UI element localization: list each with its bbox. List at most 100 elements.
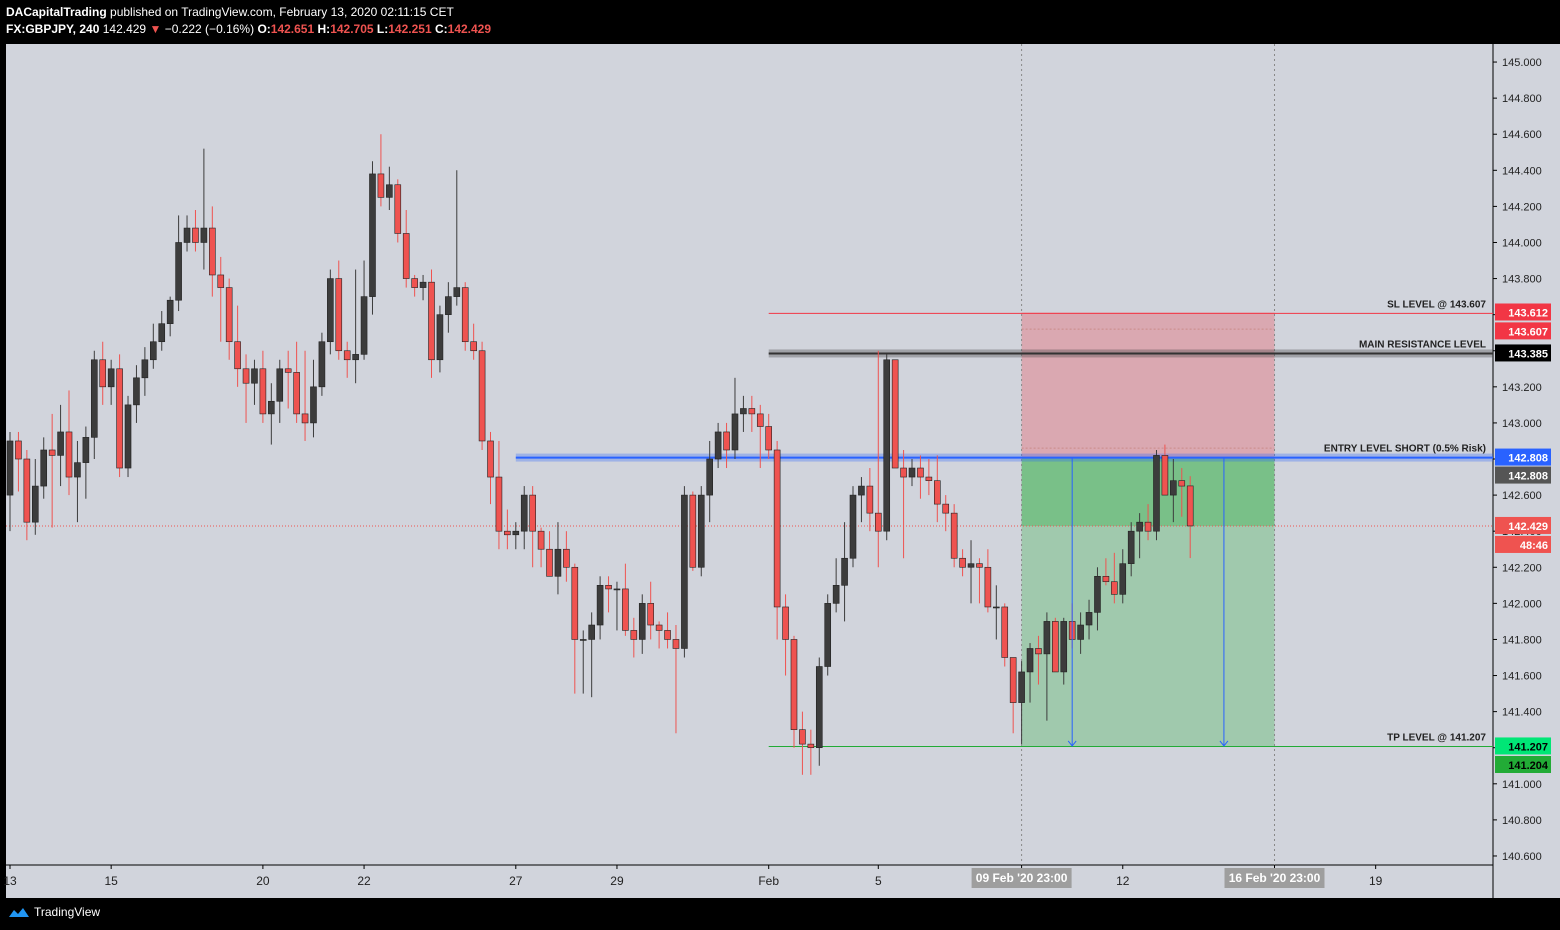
down-arrow-icon: ▼ bbox=[149, 22, 162, 36]
candle-body bbox=[1085, 612, 1093, 626]
candle-body bbox=[251, 368, 258, 384]
price-tick-label: 143.800 bbox=[1502, 274, 1542, 286]
candle-body bbox=[65, 431, 73, 478]
level-name: SL LEVEL @ 143.607 bbox=[1387, 299, 1486, 310]
candle-body bbox=[512, 530, 520, 536]
price-chart[interactable]: SL LEVEL @ 143.607 MAIN RESISTANCE LEVEL E… bbox=[0, 44, 1560, 898]
candle-body bbox=[310, 386, 317, 424]
candle-body bbox=[672, 639, 680, 649]
candle-body bbox=[234, 341, 241, 370]
price-tag: 142.429 bbox=[1495, 516, 1551, 534]
candle-body bbox=[268, 400, 275, 415]
candle-body bbox=[133, 377, 140, 406]
candle-body bbox=[613, 588, 621, 591]
brand-name[interactable]: TradingView bbox=[34, 905, 101, 919]
candle-body bbox=[638, 603, 646, 640]
candle-body bbox=[504, 530, 511, 536]
candle-body bbox=[925, 476, 933, 481]
candle-body bbox=[1119, 563, 1127, 595]
legend-line: FX:GBPJPY, 240 142.429 ▼ −0.222 (−0.16%)… bbox=[6, 22, 491, 36]
time-tick-label: 19 bbox=[1369, 874, 1383, 888]
price-tick-label: 141.000 bbox=[1502, 779, 1542, 791]
position-zones bbox=[1021, 44, 1275, 865]
candle-body bbox=[841, 557, 848, 586]
candle-body bbox=[1178, 480, 1186, 487]
price-tag-box bbox=[1495, 516, 1551, 534]
candle-body bbox=[394, 184, 402, 234]
candle-body bbox=[495, 476, 503, 532]
candle-body bbox=[327, 278, 334, 343]
candle-body bbox=[1035, 648, 1042, 655]
time-range-label: 16 Feb '20 23:00 bbox=[1229, 871, 1321, 885]
candle-body bbox=[293, 372, 300, 415]
author-name[interactable]: DACapitalTrading bbox=[6, 5, 107, 19]
price-tag: 143.385 bbox=[1495, 344, 1551, 362]
time-range-tag bbox=[1224, 868, 1325, 888]
price-tick-label: 140.800 bbox=[1502, 815, 1542, 827]
low-value: 142.251 bbox=[388, 22, 432, 36]
candle-body bbox=[284, 368, 292, 373]
symbol-label[interactable]: FX:GBPJPY, 240 bbox=[6, 22, 100, 36]
candle-body bbox=[419, 281, 427, 288]
candle-body bbox=[891, 359, 899, 469]
candle-body bbox=[352, 354, 359, 361]
candle-body bbox=[242, 368, 250, 384]
candle-body bbox=[782, 606, 789, 640]
candle-body bbox=[697, 494, 705, 568]
time-tick-label: 13 bbox=[3, 874, 17, 888]
candle-body bbox=[124, 404, 132, 469]
price-tag: 143.612 bbox=[1495, 303, 1551, 321]
time-tick-label: Feb bbox=[758, 874, 779, 888]
candle-body bbox=[57, 431, 64, 456]
candle-body bbox=[933, 480, 941, 505]
candle-body bbox=[74, 462, 81, 478]
candle-body bbox=[411, 278, 418, 288]
publish-info: published on TradingView.com, February 1… bbox=[110, 5, 454, 19]
chart-header: DACapitalTrading published on TradingVie… bbox=[0, 0, 1560, 44]
time-tick-label: 27 bbox=[509, 874, 523, 888]
price-tag-box bbox=[1495, 755, 1551, 773]
candle-body bbox=[445, 296, 452, 315]
price-tick-label: 144.200 bbox=[1502, 201, 1542, 213]
candle-body bbox=[900, 467, 907, 478]
level-name: ENTRY LEVEL SHORT (0.5% Risk) bbox=[1324, 444, 1486, 455]
candle-body bbox=[15, 440, 22, 460]
candle-body bbox=[571, 566, 579, 640]
price-tag-label: 141.204 bbox=[1508, 760, 1549, 772]
price-tag-box bbox=[1495, 303, 1551, 321]
candle-body bbox=[1043, 621, 1051, 655]
candle-body bbox=[959, 557, 966, 568]
candle-body bbox=[335, 278, 343, 352]
arrow-down-icon bbox=[1067, 740, 1077, 747]
candle-body bbox=[183, 227, 191, 243]
candle-body bbox=[622, 588, 629, 631]
candle-body bbox=[461, 287, 469, 343]
candle-body bbox=[453, 287, 461, 297]
high-label: H: bbox=[317, 22, 331, 36]
price-tag-box bbox=[1495, 466, 1551, 484]
candle-body bbox=[175, 242, 182, 301]
publish-line: DACapitalTrading published on TradingVie… bbox=[6, 5, 454, 19]
time-tick-label: 22 bbox=[357, 874, 371, 888]
time-range-label: 09 Feb '20 23:00 bbox=[976, 871, 1068, 885]
price-tags: 143.612 143.607 143.385 142.808 142.808 142.4… bbox=[1495, 303, 1551, 773]
arrow-down-icon bbox=[1219, 740, 1229, 747]
candle-body bbox=[1077, 624, 1084, 640]
candle-body bbox=[377, 173, 385, 198]
candle-body bbox=[756, 413, 764, 427]
price-tag-label: 141.207 bbox=[1508, 741, 1548, 753]
candle-body bbox=[630, 630, 638, 640]
candle-body bbox=[402, 233, 410, 279]
candle-body bbox=[217, 274, 225, 288]
candle-body bbox=[478, 350, 486, 442]
tradingview-logo-icon[interactable] bbox=[8, 905, 30, 921]
price-tick-label: 144.600 bbox=[1502, 129, 1542, 141]
price-tag: 48:46 bbox=[1495, 535, 1551, 553]
footer-bar: TradingView bbox=[0, 898, 1560, 930]
candle-body bbox=[23, 458, 31, 523]
candle-body bbox=[908, 467, 916, 478]
price-tag-box bbox=[1495, 535, 1551, 553]
candle-body bbox=[993, 606, 1000, 609]
candle-body bbox=[664, 630, 671, 640]
price-tick-label: 144.400 bbox=[1502, 165, 1542, 177]
